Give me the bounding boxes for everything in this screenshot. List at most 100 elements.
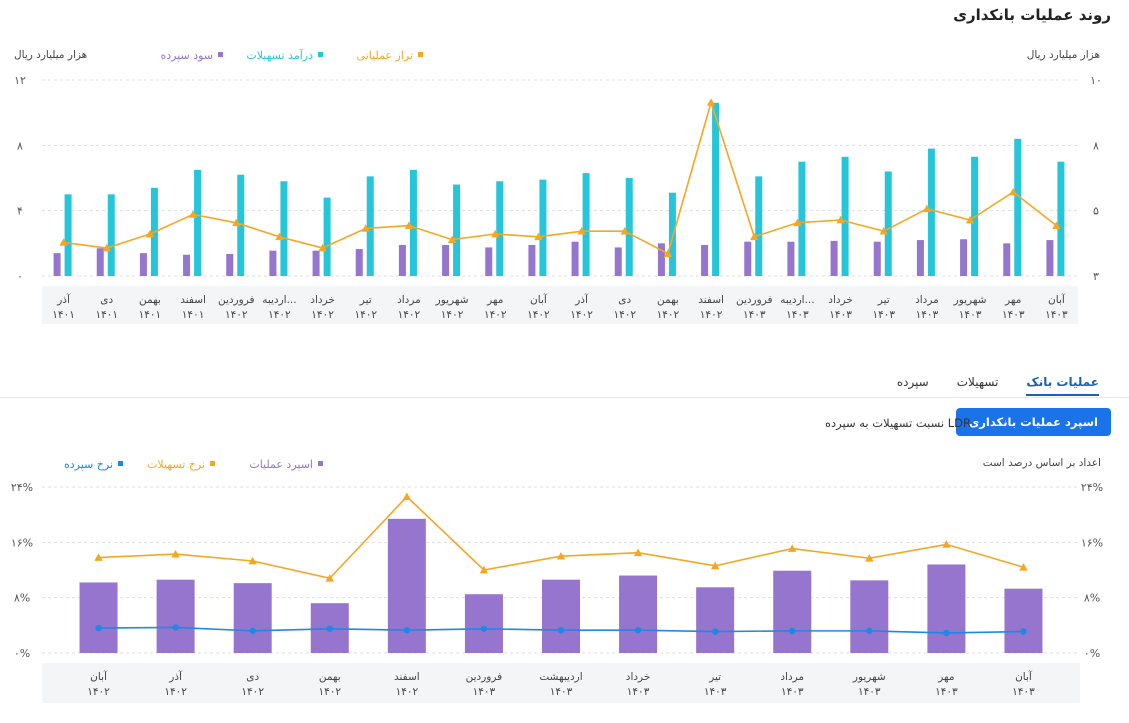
x-tick-year: ۱۴۰۲ (241, 686, 264, 698)
loan-rate-point (479, 565, 489, 574)
bar-deposit-interest (614, 247, 622, 276)
deposit-rate-point (172, 624, 179, 631)
x-tick-year: ۱۴۰۳ (781, 686, 804, 698)
bar-deposit-interest (139, 253, 147, 276)
x-tick-month: اسفند (698, 294, 724, 306)
x-tick-month: شهریور (435, 294, 469, 306)
x-tick-year: ۱۴۰۲ (657, 309, 680, 321)
right-tick-label: ۰% (1084, 647, 1100, 660)
x-tick-month: تیر (877, 294, 890, 306)
operating-balance-point (491, 229, 500, 238)
spread-subtab-button[interactable]: اسپرد عملیات بانکداری (955, 408, 1111, 436)
legend-item: نرخ سپرده (64, 458, 123, 471)
bar-deposit-interest (916, 240, 924, 276)
operating-balance-point (1052, 221, 1061, 229)
deposit-rate-point (95, 624, 102, 632)
bar-deposit-interest (744, 241, 752, 276)
x-tick-month: اردیبه... (780, 294, 814, 306)
deposit-rate-point (866, 627, 873, 635)
right-axis-unit: هزار میلیارد ریال (1027, 49, 1100, 61)
x-tick-month: آبان (1015, 670, 1033, 683)
percent-note: اعداد بر اساس درصد است (982, 457, 1101, 469)
bar-loan-income (1057, 161, 1065, 276)
x-tick-month: فروردین (218, 294, 255, 306)
x-tick-month: آذر (574, 293, 589, 306)
tab-deposits[interactable]: سپرده (896, 375, 929, 389)
deposit-rate-point (1020, 628, 1027, 635)
x-tick-month: بهمن (139, 294, 161, 306)
deposit-rate-point (789, 627, 796, 635)
bar-deposit-interest (312, 250, 320, 276)
bar-loan-income (625, 178, 633, 276)
x-tick-month: مهر (1004, 294, 1021, 306)
bar-operating-spread (696, 587, 735, 653)
x-tick-month: آبان (90, 670, 108, 683)
operating-balance-point (1009, 187, 1018, 196)
x-tick-year: ۱۴۰۲ (318, 686, 341, 698)
legend-swatch (118, 461, 123, 466)
legend-swatch (418, 52, 423, 57)
bar-deposit-interest (442, 244, 450, 276)
loan-rate-point (865, 554, 874, 562)
x-tick-month: فروردین (736, 294, 773, 306)
legend-label: درآمد تسهیلات (246, 48, 313, 62)
loan-rate-point (94, 553, 103, 561)
x-tick-year: ۱۴۰۲ (396, 686, 419, 698)
x-tick-month: آذر (56, 293, 71, 306)
operating-balance-point (965, 215, 975, 224)
bar-operating-spread (1004, 588, 1043, 653)
x-tick-month: اردیبه... (262, 294, 296, 306)
loan-rate-point (1019, 563, 1028, 571)
bar-deposit-interest (1003, 243, 1011, 276)
loan-rate-point (942, 540, 951, 548)
deposit-rate-point (480, 625, 488, 632)
operating-balance-point (404, 221, 414, 229)
x-tick-month: آبان (530, 293, 548, 306)
left-tick-label: ۰ (17, 270, 23, 283)
tab-loans[interactable]: تسهیلات (956, 375, 999, 389)
x-tick-year: ۱۴۰۳ (935, 686, 958, 698)
right-tick-label: ۸ (1093, 139, 1099, 152)
legend-item: اسپرد عملیات (249, 458, 323, 471)
bar-deposit-interest (657, 243, 665, 276)
x-tick-year: ۱۴۰۲ (441, 309, 464, 321)
deposit-rate-point (326, 625, 333, 632)
operating-balance-point (275, 232, 284, 241)
loan-rate-point (325, 574, 334, 582)
x-tick-year: ۱۴۰۲ (225, 309, 248, 321)
bar-deposit-interest (701, 244, 709, 276)
right-tick-label: ۳ (1093, 270, 1099, 283)
bar-operating-spread (850, 580, 889, 653)
ldr-subtab-button[interactable]: نسبت تسهیلات به سپرده LDR (825, 416, 971, 430)
right-tick-label: ۵ (1093, 205, 1099, 218)
operating-balance-point (318, 243, 327, 252)
loan-rate-point (171, 549, 180, 558)
bar-deposit-interest (96, 248, 104, 276)
x-tick-month: شهریور (852, 671, 886, 683)
bar-operating-spread (927, 564, 966, 653)
legend-label: سود سپرده (160, 49, 213, 62)
tab-bank-operations[interactable]: عملیات بانک (1026, 375, 1099, 396)
x-tick-month: دی (100, 294, 113, 306)
bar-loan-income (582, 173, 590, 276)
x-tick-year: ۱۴۰۱ (182, 309, 205, 321)
deposit-rate-point (249, 627, 256, 635)
x-tick-month: اسفند (394, 671, 420, 683)
tabs-divider (0, 397, 1129, 398)
operating-balance-point (750, 232, 759, 241)
x-tick-year: ۱۴۰۳ (627, 686, 650, 698)
legend-swatch (318, 52, 323, 57)
bar-loan-income (798, 161, 806, 276)
bar-deposit-interest (355, 249, 363, 276)
operating-balance-point (361, 224, 370, 232)
left-axis-unit: هزار میلیارد ریال (14, 49, 87, 61)
x-tick-year: ۱۴۰۳ (872, 309, 895, 321)
bar-deposit-interest (226, 253, 234, 276)
bar-deposit-interest (960, 239, 968, 276)
loan-rate-line (98, 495, 1024, 580)
left-tick-label: ۲۴% (11, 481, 33, 494)
x-tick-year: ۱۴۰۳ (829, 309, 852, 321)
deposit-rate-point (403, 626, 411, 634)
operating-balance-point (447, 235, 457, 243)
left-tick-label: ۸% (14, 592, 30, 605)
